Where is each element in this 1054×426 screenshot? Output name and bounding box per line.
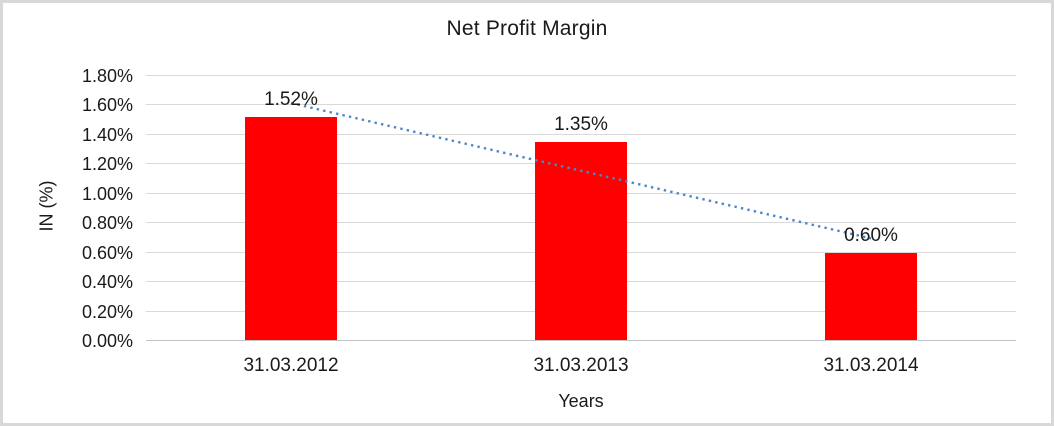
bar: [825, 252, 917, 340]
x-axis-title: Years: [558, 391, 604, 411]
y-tick-label: 0.00%: [81, 331, 133, 351]
y-tick-label: 1.60%: [81, 95, 133, 116]
chart-title: Net Profit Margin: [446, 17, 608, 40]
y-tick-label: 0.20%: [81, 301, 133, 322]
category-label: 31.03.2013: [533, 355, 629, 376]
category-label: 31.03.2014: [823, 355, 919, 376]
y-tick-label: 1.00%: [81, 183, 133, 204]
gridline: [146, 104, 1016, 105]
gridline: [146, 75, 1016, 76]
y-tick-label: 1.40%: [81, 124, 133, 145]
y-tick-label: 1.20%: [81, 154, 133, 175]
bar: [535, 142, 627, 340]
y-tick-label: 0.40%: [81, 272, 133, 293]
plot-area: 0.00% 0.20% 0.40% 0.60% 0.80% 1.00% 1.20% 1.40%…: [3, 3, 1051, 423]
y-tick-label: 1.80%: [81, 66, 133, 86]
bar: [245, 117, 337, 340]
x-axis-line: [146, 340, 1016, 341]
y-tick-label: 0.60%: [81, 242, 133, 263]
category-label: 31.03.2012: [243, 355, 339, 376]
y-tick-label: 0.80%: [81, 213, 133, 234]
